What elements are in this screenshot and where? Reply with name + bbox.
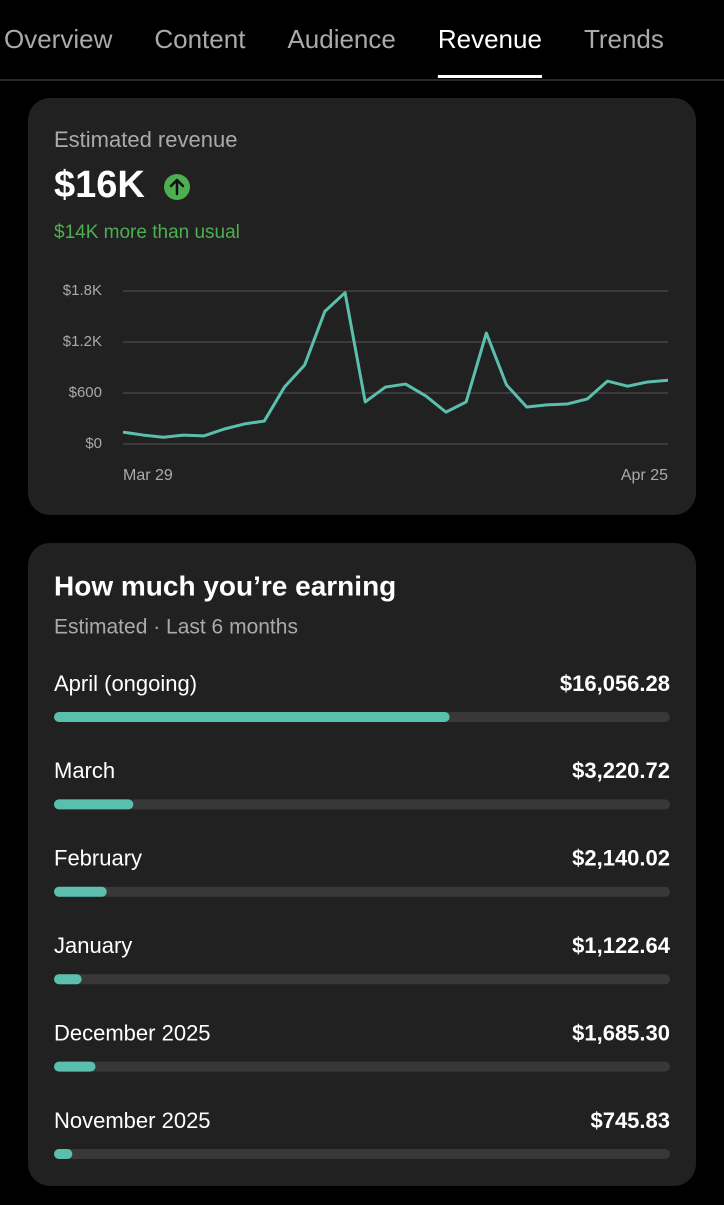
month-label: March xyxy=(54,758,115,783)
bar-track xyxy=(54,886,670,897)
tab-underline xyxy=(437,75,542,78)
y-tick-label: $600 xyxy=(69,384,102,401)
month-label: January xyxy=(54,933,132,958)
month-value: $2,140.02 xyxy=(572,846,670,871)
tab[interactable]: Revenue xyxy=(438,24,542,54)
bar-track xyxy=(54,799,670,810)
bar-track xyxy=(54,974,670,985)
tab[interactable]: Overview xyxy=(4,24,113,54)
month-label: April (ongoing) xyxy=(54,671,197,696)
bar xyxy=(54,1061,96,1072)
y-tick-label: $1.2K xyxy=(63,333,102,350)
revenue-total: $16K xyxy=(54,164,145,206)
tab[interactable]: Audience xyxy=(287,24,395,54)
card-title: Estimated revenue xyxy=(54,127,237,152)
month-label: December 2025 xyxy=(54,1020,211,1045)
revenue-line xyxy=(122,291,669,439)
earnings-subtitle: Estimated · Last 6 months xyxy=(54,616,298,639)
month-value: $745.83 xyxy=(590,1108,670,1133)
tab[interactable]: Trends xyxy=(584,24,664,54)
bar xyxy=(54,712,450,722)
bar xyxy=(54,974,82,985)
x-tick-label: Mar 29 xyxy=(123,467,173,484)
up-icon xyxy=(164,174,190,200)
bar xyxy=(54,799,134,810)
bar xyxy=(54,1149,73,1159)
month-label: November 2025 xyxy=(54,1108,211,1133)
month-value: $1,122.64 xyxy=(572,933,671,958)
month-label: February xyxy=(54,846,142,871)
y-tick-label: $1.8K xyxy=(63,282,102,299)
y-tick-label: $0 xyxy=(85,435,102,452)
earnings-card xyxy=(28,543,696,1186)
tab[interactable]: Content xyxy=(154,24,246,54)
revenue-card xyxy=(28,98,696,515)
bar-track xyxy=(54,1061,670,1072)
revenue-note: $14K more than usual xyxy=(54,222,240,243)
bar-track xyxy=(54,1149,670,1159)
x-tick-label: Apr 25 xyxy=(621,467,668,484)
earnings-title: How much you’re earning xyxy=(54,570,396,601)
month-value: $16,056.28 xyxy=(560,671,670,696)
bar xyxy=(54,886,107,897)
month-value: $3,220.72 xyxy=(572,758,670,783)
month-value: $1,685.30 xyxy=(572,1020,670,1045)
